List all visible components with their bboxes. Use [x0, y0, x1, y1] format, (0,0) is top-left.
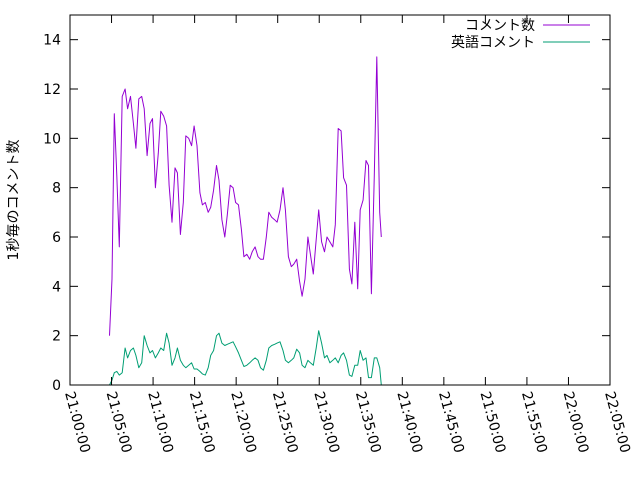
- y-axis-ticks: 0 2 4 6 8 10 12 14: [43, 33, 610, 394]
- y-axis-label: 1秒毎のコメント数: [6, 140, 22, 261]
- series-line-1: [109, 56, 382, 336]
- y-tick-label: 14: [43, 33, 61, 49]
- y-tick-label: 8: [52, 181, 61, 197]
- y-tick-label: 2: [52, 329, 61, 345]
- plot-frame: [69, 14, 611, 386]
- legend-label-1: コメント数: [465, 18, 535, 34]
- series-line-2: [109, 330, 382, 386]
- legend-label-2: 英語コメント: [451, 34, 535, 51]
- series-layer: [109, 56, 382, 386]
- y-tick-label: 4: [52, 279, 61, 295]
- y-tick-label: 0: [52, 378, 61, 394]
- y-tick-label: 12: [43, 82, 61, 98]
- y-tick-label: 10: [43, 131, 61, 147]
- y-tick-label: 6: [52, 230, 61, 246]
